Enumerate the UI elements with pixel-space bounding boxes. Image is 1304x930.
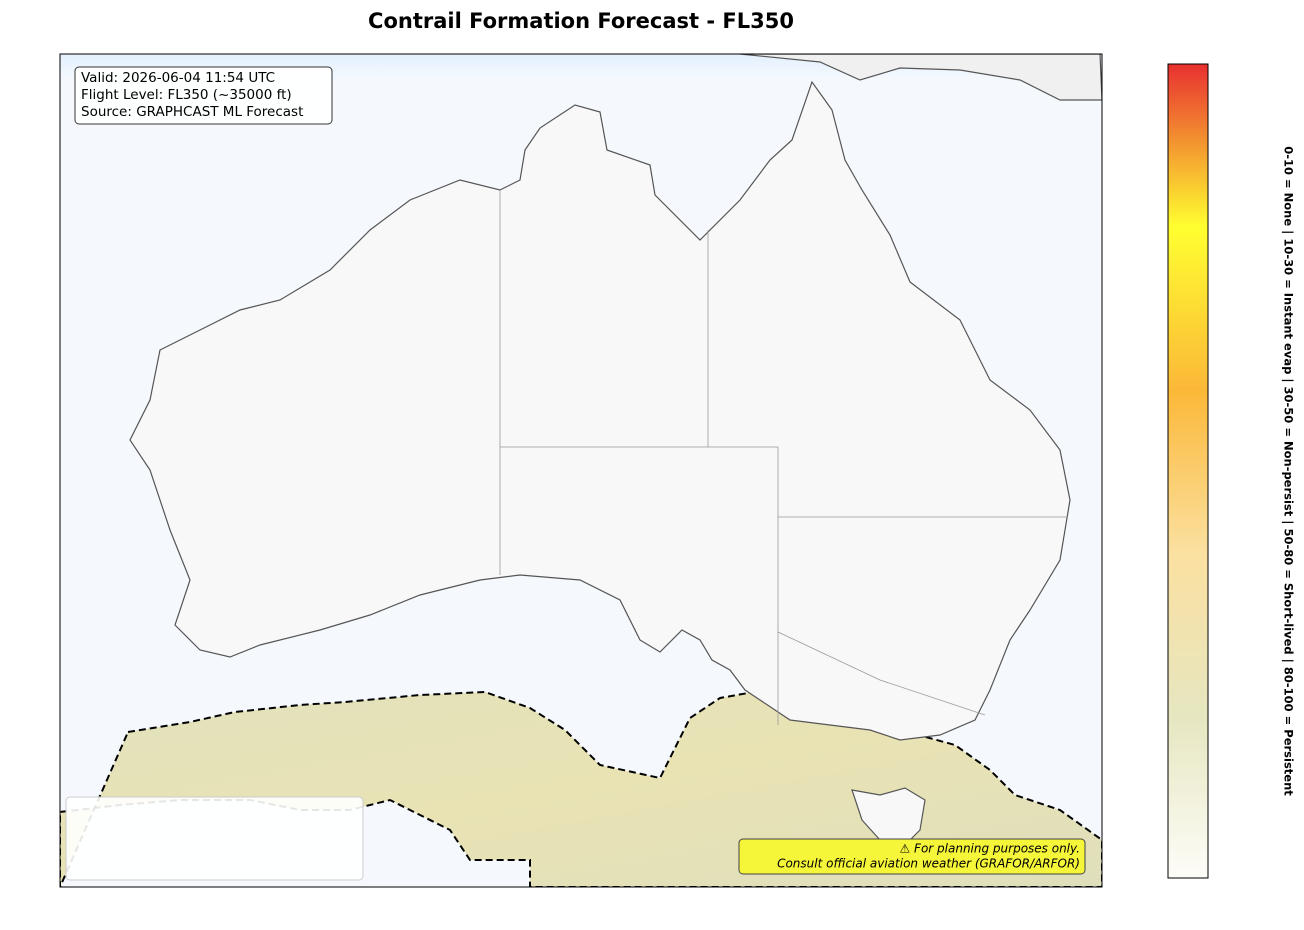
australia-coast — [129, 80, 1071, 741]
map — [60, 54, 1102, 887]
info-box: Valid: 2026-06-04 11:54 UTC Flight Level… — [74, 66, 333, 125]
legend — [65, 796, 364, 881]
contrail-region — [60, 688, 1102, 887]
disclaimer-line: Consult official aviation weather (GRAFO… — [777, 857, 1080, 871]
colorbar: 0-10 = None | 10-30 = Instant evap | 30-… — [1167, 63, 1296, 879]
disclaimer-line: ⚠ For planning purposes only. — [900, 842, 1080, 856]
tasmania — [851, 787, 926, 846]
legend-frame — [65, 796, 364, 881]
disclaimer: ⚠ For planning purposes only. Consult of… — [738, 838, 1086, 875]
colorbar-bar — [1167, 63, 1209, 879]
disclaimer-frame — [738, 838, 1086, 875]
info-line: Flight Level: FL350 (~35000 ft) — [81, 87, 292, 103]
map-frame — [59, 53, 1103, 888]
info-line: Valid: 2026-06-04 11:54 UTC — [81, 70, 275, 86]
info-line: Source: GRAPHCAST ML Forecast — [81, 104, 303, 120]
chart-title: Contrail Formation Forecast - FL350 — [368, 9, 794, 33]
state-borders — [499, 190, 1068, 725]
info-box-frame — [74, 66, 333, 125]
new-guinea — [739, 54, 1102, 101]
colorbar-label: 0-10 = None | 10-30 = Instant evap | 30-… — [1282, 146, 1296, 796]
